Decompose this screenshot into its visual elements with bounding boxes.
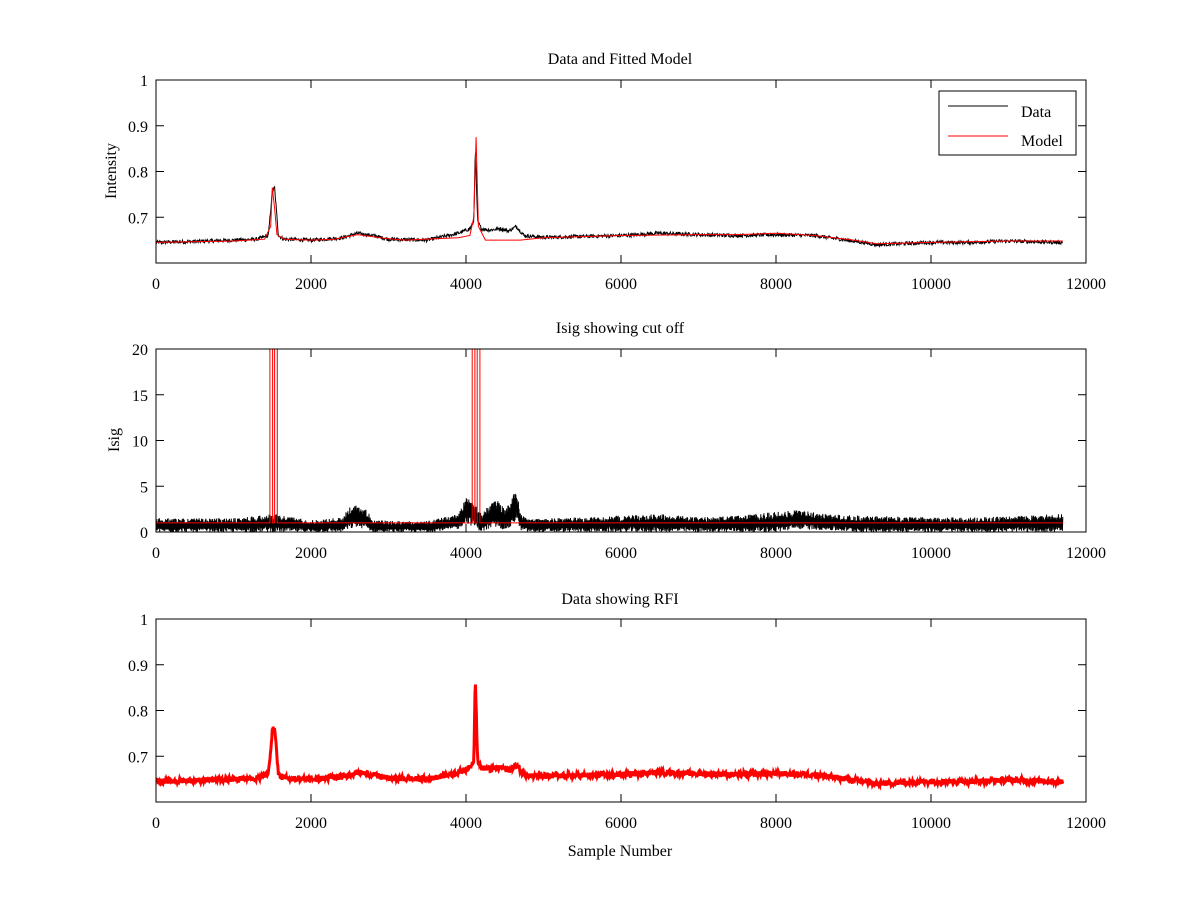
legend-label-data: Data xyxy=(1021,104,1051,121)
y-tick-label: 1 xyxy=(140,612,148,629)
plot-area xyxy=(156,684,1065,791)
x-tick-label: 6000 xyxy=(605,815,637,832)
panel-data-and-fitted-model: Data and Fitted Model Intensity Data Mod… xyxy=(103,51,1106,293)
plot-area xyxy=(156,137,1064,249)
y-tick-label: 0.9 xyxy=(128,119,148,136)
x-tick-label: 10000 xyxy=(911,276,951,293)
series-line-series-0 xyxy=(156,684,1065,791)
y-tick-label: 1 xyxy=(140,73,148,90)
x-axis-label: Sample Number xyxy=(568,843,673,860)
y-tick-label: 0.7 xyxy=(128,749,148,766)
legend: Data Model xyxy=(938,90,1077,156)
y-tick-label: 0.8 xyxy=(128,165,148,182)
x-tick-label: 6000 xyxy=(605,545,637,562)
y-tick-label: 0 xyxy=(140,525,148,542)
y-tick-label: 5 xyxy=(140,479,148,496)
x-tick-label: 4000 xyxy=(450,276,482,293)
x-tick-label: 4000 xyxy=(450,545,482,562)
y-tick-label: 0.7 xyxy=(128,210,148,227)
x-tick-label: 12000 xyxy=(1066,545,1106,562)
x-tick-label: 2000 xyxy=(295,545,327,562)
y-tick-label: 15 xyxy=(132,388,148,405)
x-tick-label: 12000 xyxy=(1066,276,1106,293)
x-tick-label: 2000 xyxy=(295,276,327,293)
y-axis-label: Isig xyxy=(106,428,123,452)
series-line-series-1 xyxy=(156,349,1063,524)
panel-title: Data showing RFI xyxy=(561,591,678,608)
x-tick-label: 6000 xyxy=(605,276,637,293)
x-tick-label: 8000 xyxy=(760,545,792,562)
x-tick-label: 10000 xyxy=(911,545,951,562)
panel-title: Isig showing cut off xyxy=(556,320,685,337)
y-tick-label: 20 xyxy=(132,342,148,359)
legend-label-model: Model xyxy=(1021,133,1063,150)
x-tick-label: 0 xyxy=(152,815,160,832)
legend-box xyxy=(938,90,1077,156)
y-tick-label: 10 xyxy=(132,434,148,451)
x-tick-label: 12000 xyxy=(1066,815,1106,832)
x-tick-label: 8000 xyxy=(760,815,792,832)
x-tick-label: 4000 xyxy=(450,815,482,832)
panel-data-showing-rfi: Data showing RFI Sample Number 0 2000 4000… xyxy=(128,591,1106,860)
x-tick-label: 10000 xyxy=(911,815,951,832)
x-tick-label: 2000 xyxy=(295,815,327,832)
x-tick-label: 0 xyxy=(152,545,160,562)
x-tick-label: 0 xyxy=(152,276,160,293)
y-axis-label: Intensity xyxy=(103,143,120,199)
panel-isig-showing-cut-off: Isig showing cut off Isig 0 2000 4000 6000 8… xyxy=(106,320,1106,562)
series-line-model xyxy=(156,137,1063,245)
plot-area xyxy=(156,349,1064,532)
y-tick-label: 0.8 xyxy=(128,704,148,721)
y-tick-label: 0.9 xyxy=(128,658,148,675)
x-tick-label: 8000 xyxy=(760,276,792,293)
panel-title: Data and Fitted Model xyxy=(548,51,693,68)
series-line-series-0 xyxy=(156,493,1064,532)
